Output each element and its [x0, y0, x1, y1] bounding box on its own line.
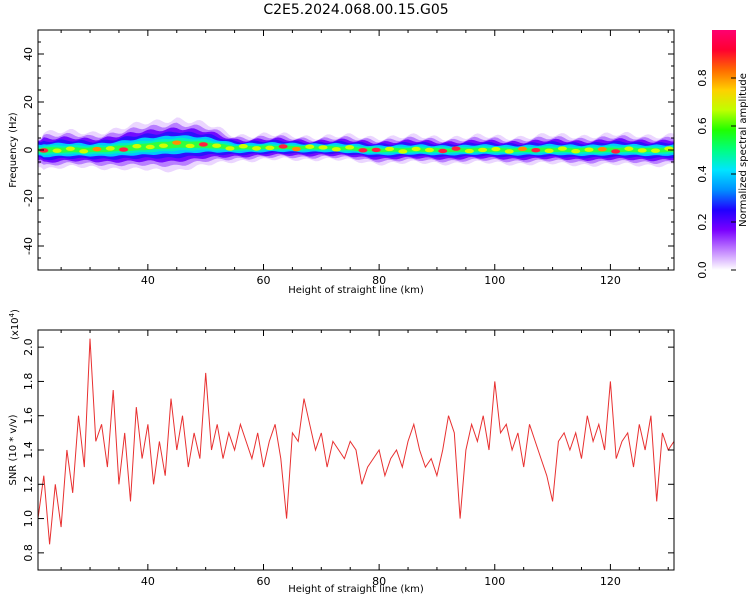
- spectrogram-hotspot: [252, 146, 262, 151]
- spectrogram-hotspot: [650, 148, 660, 153]
- spectrogram-hotspot: [132, 144, 142, 149]
- colorbar-tick-label-0.4: 0.4: [696, 165, 709, 183]
- spectrogram-hotspot: [424, 147, 434, 153]
- spectrogram-hotspot: [411, 146, 421, 152]
- spectrogram-hotspot: [504, 149, 514, 154]
- spectrogram-hotspot: [371, 147, 381, 153]
- svg-text:(x104): (x104): [8, 309, 21, 340]
- spectrogram-hotspot: [119, 147, 129, 152]
- spectrogram-y-tick-label-20: 20: [22, 95, 35, 109]
- chart-title: C2E5.2024.068.00.15.G05: [263, 2, 448, 18]
- snr-y-label: SNR (10 * v/v): [8, 414, 19, 485]
- colorbar-tick-label-0: 0.0: [696, 261, 709, 279]
- spectrogram-band-layer: [38, 140, 674, 153]
- spectrogram-hotspot: [145, 144, 155, 150]
- snr-y-tick-label-1: 1.0: [22, 510, 35, 528]
- spectrogram-hotspot: [92, 146, 102, 152]
- snr-x-label: Height of straight line (km): [288, 584, 424, 595]
- spectrogram-x-tick-label-100: 100: [484, 274, 505, 287]
- spectrogram-hotspot: [385, 146, 395, 152]
- colorbar-ticks: 0.0 0.2 0.4 0.6 0.8: [696, 69, 736, 279]
- spectrogram-hotspot: [531, 148, 541, 153]
- spectrogram-y-tick-label-0: 0: [22, 147, 35, 154]
- spectrogram-hotspot: [265, 145, 275, 151]
- spectrogram-hotspot: [478, 147, 488, 153]
- colorbar-label: Normalized spectral amplitude: [738, 73, 749, 227]
- spectrogram-hotspot: [158, 143, 168, 148]
- spectrogram-x-tick-label-80: 80: [372, 274, 386, 287]
- snr-y-tick-label-1.2: 1.2: [22, 476, 35, 494]
- spectrogram-y-tick-label--20: -20: [22, 189, 35, 207]
- spectrogram-x-label: Height of straight line (km): [288, 285, 424, 296]
- spectrogram-hotspot: [597, 147, 607, 152]
- snr-x-tick-label-40: 40: [141, 575, 155, 588]
- spectrogram-x-tick-label-120: 120: [600, 274, 621, 287]
- spectrogram-hotspot: [212, 143, 222, 148]
- spectrogram-hotspot: [491, 146, 501, 152]
- snr-x-ticks: 40 60 80 100 120: [60, 330, 669, 588]
- spectrogram-hotspot: [358, 148, 368, 153]
- spectrogram-hotspot: [637, 148, 647, 153]
- snr-scale-note: (x104): [8, 309, 21, 340]
- spectrogram-x-tick-label-60: 60: [256, 274, 270, 287]
- spectrogram-x-tick-label-40: 40: [141, 274, 155, 287]
- spectrogram-hotspot: [624, 146, 634, 151]
- spectrogram-hotspot: [544, 148, 554, 154]
- snr-y-tick-label-1.4: 1.4: [22, 441, 35, 459]
- spectrogram-y-tick-label--40: -40: [22, 237, 35, 255]
- snr-x-tick-label-80: 80: [372, 575, 386, 588]
- colorbar-tick-label-0.8: 0.8: [696, 69, 709, 87]
- spectrogram-hotspot: [557, 146, 567, 151]
- snr-x-tick-label-120: 120: [600, 575, 621, 588]
- spectrogram-hotspot: [238, 143, 248, 149]
- snr-y-ticks: 0.8 1.0 1.2 1.4 1.6 1.8 2.0: [22, 338, 674, 562]
- colorbar: 0.0 0.2 0.4 0.6 0.8 Normalized spectral ampl…: [696, 30, 749, 279]
- spectrogram-hotspot: [611, 149, 621, 154]
- snr-y-tick-label-2: 2.0: [22, 338, 35, 356]
- spectrogram-hotspot: [105, 146, 115, 151]
- spectrogram-y-tick-label-40: 40: [22, 47, 35, 61]
- spectrogram-panel: 40 60 80 100 120 40 20 0 -20 -40 Height of strai…: [8, 29, 675, 296]
- spectrogram-hotspot: [172, 140, 182, 145]
- spectrogram-hotspot: [451, 146, 461, 151]
- snr-y-tick-label-1.6: 1.6: [22, 407, 35, 425]
- snr-scale-text: (x10: [10, 317, 21, 340]
- snr-y-tick-label-1.8: 1.8: [22, 373, 35, 391]
- colorbar-tick-label-0.2: 0.2: [696, 213, 709, 231]
- spectrogram-hotspot: [318, 145, 328, 150]
- spectrogram-band: [38, 117, 674, 173]
- spectrogram-y-label: Frequency (Hz): [8, 112, 19, 188]
- spectrogram-hotspot: [305, 144, 315, 149]
- spectrogram-hotspot: [464, 148, 474, 154]
- snr-scale-exponent: 4: [8, 312, 16, 317]
- colorbar-gradient: [712, 30, 736, 270]
- spectrogram-hotspot: [518, 146, 528, 152]
- spectrogram-hotspot: [198, 142, 208, 147]
- spectrogram-hotspot: [52, 148, 62, 153]
- spectrogram-hotspot: [291, 146, 301, 152]
- spectrogram-hotspot: [278, 144, 288, 149]
- snr-series-line: [38, 338, 674, 545]
- snr-y-tick-label-0.8: 0.8: [22, 544, 35, 562]
- snr-x-tick-label-100: 100: [484, 575, 505, 588]
- spectrogram-hotspot: [438, 148, 448, 154]
- spectrogram-x-ticks: 40 60 80 100 120: [60, 30, 669, 287]
- spectrogram-hotspot: [398, 149, 408, 154]
- spectrogram-hotspot: [65, 146, 75, 151]
- spectrogram-hotspot: [571, 148, 581, 154]
- spectrogram-y-ticks: 40 20 0 -20 -40: [22, 29, 674, 271]
- spectrogram-hotspot: [185, 143, 195, 149]
- snr-panel: 40 60 80 100 120 0.8 1.0 1.2 1.4 1.6 1.8 2.0 Heigh…: [8, 309, 675, 595]
- colorbar-tick-label-0.6: 0.6: [696, 117, 709, 135]
- spectrogram-hotspot: [225, 146, 235, 151]
- spectrogram-hotspot: [331, 147, 341, 152]
- spectrogram-hotspot: [79, 149, 89, 154]
- snr-x-tick-label-60: 60: [256, 575, 270, 588]
- spectrogram-hotspot: [584, 147, 594, 152]
- spectrogram-hotspot: [345, 145, 355, 150]
